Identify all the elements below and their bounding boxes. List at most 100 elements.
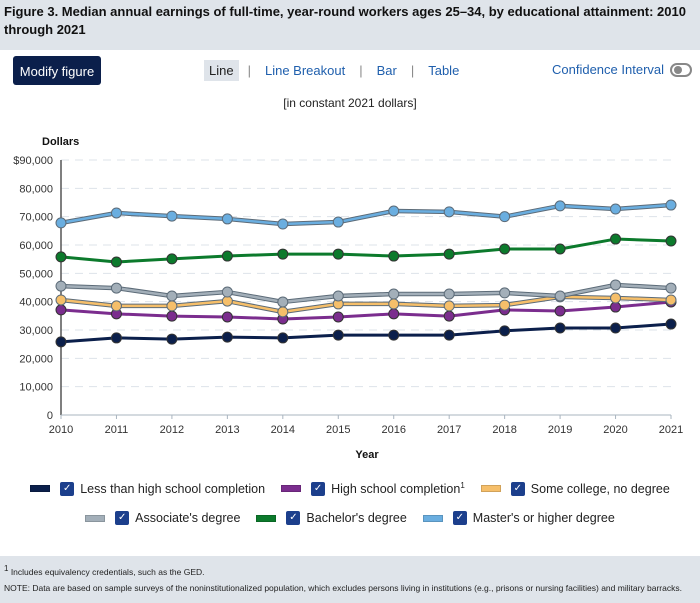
data-point-associate-s-degree <box>277 296 289 308</box>
legend-checkbox[interactable]: ✓ <box>510 481 525 496</box>
y-tick-label: 70,000 <box>19 212 53 224</box>
tab-line-breakout[interactable]: Line Breakout <box>264 62 346 78</box>
x-tick-label: 2013 <box>215 424 239 436</box>
legend-checkbox[interactable]: ✓ <box>311 481 326 496</box>
data-point-master-s-or-higher-degree <box>221 213 233 225</box>
data-point-less-than-high-school-completion <box>55 336 67 348</box>
data-point-associate-s-degree <box>221 286 233 298</box>
data-point-master-s-or-higher-degree <box>110 207 122 219</box>
x-tick-label: 2015 <box>326 424 350 436</box>
data-point-some-college-no-degree <box>277 306 289 318</box>
data-point-master-s-or-higher-degree <box>665 199 677 211</box>
data-point-high-school-completion <box>55 304 67 316</box>
legend-row-2: ✓ Associate's degree ✓ Bachelor's degree ✓ Ma… <box>0 511 700 525</box>
legend-checkbox[interactable]: ✓ <box>115 511 130 525</box>
data-point-bachelor-s-degree <box>443 248 455 260</box>
y-tick-label: 40,000 <box>19 297 53 309</box>
data-point-less-than-high-school-completion <box>388 329 400 341</box>
series-line-associate-s-degree <box>60 283 672 304</box>
legend-checkbox[interactable]: ✓ <box>452 511 467 525</box>
x-tick-label: 2020 <box>603 424 627 436</box>
tab-line[interactable]: Line <box>204 59 239 81</box>
data-point-associate-s-degree <box>554 290 566 302</box>
data-point-bachelor-s-degree <box>166 253 178 265</box>
data-point-bachelor-s-degree <box>221 250 233 262</box>
chart-subtitle: [in constant 2021 dollars] <box>283 96 417 110</box>
legend-item-master-s-or-higher-degree: ✓ Master's or higher degree <box>422 511 615 525</box>
data-point-associate-s-degree <box>665 282 677 294</box>
footnote-text: Includes equivalency credentials, such a… <box>8 566 205 577</box>
legend-label: Less than high school completion <box>80 481 266 496</box>
legend-swatch <box>480 485 501 493</box>
confidence-interval-toggle[interactable] <box>670 62 693 77</box>
data-point-master-s-or-higher-degree <box>332 216 344 228</box>
tab-separator: | <box>410 62 415 78</box>
data-point-bachelor-s-degree <box>332 248 344 260</box>
x-tick-label: 2014 <box>271 424 295 436</box>
data-point-associate-s-degree <box>166 290 178 302</box>
data-point-some-college-no-degree <box>166 300 178 312</box>
data-point-some-college-no-degree <box>388 298 400 310</box>
y-tick-label: 0 <box>47 410 53 422</box>
data-point-less-than-high-school-completion <box>277 332 289 344</box>
tab-table[interactable]: Table <box>428 62 460 78</box>
y-tick-label: 60,000 <box>19 240 53 252</box>
data-point-bachelor-s-degree <box>665 235 677 247</box>
data-point-less-than-high-school-completion <box>610 322 622 334</box>
x-tick-label: 2016 <box>381 424 405 436</box>
legend-label: Some college, no degree <box>530 481 670 496</box>
x-axis-title: Year <box>355 449 379 461</box>
series-line-bachelor-s-degree <box>60 237 672 264</box>
data-point-less-than-high-school-completion <box>166 333 178 345</box>
x-tick-label: 2017 <box>437 424 461 436</box>
data-point-associate-s-degree <box>610 279 622 291</box>
figure-footer: 1 Includes equivalency credentials, such… <box>0 556 700 603</box>
x-tick-label: 2012 <box>160 424 184 436</box>
legend-item-high-school-completion: ✓ High school completion1 <box>281 481 465 496</box>
data-point-bachelor-s-degree <box>388 250 400 262</box>
legend-swatch <box>281 485 302 493</box>
data-point-high-school-completion <box>166 310 178 322</box>
tab-bar[interactable]: Bar <box>376 62 397 78</box>
series-line-less-than-high-school-completion <box>60 322 672 344</box>
data-point-associate-s-degree <box>332 290 344 302</box>
data-point-bachelor-s-degree <box>110 256 122 268</box>
tab-separator: | <box>359 62 363 78</box>
y-tick-label: 20,000 <box>19 353 53 365</box>
legend-swatch <box>85 514 106 522</box>
data-point-some-college-no-degree <box>110 300 122 312</box>
x-tick-label: 2019 <box>548 424 572 436</box>
x-tick-label: 2011 <box>105 424 129 436</box>
y-tick-label: 50,000 <box>19 268 53 280</box>
legend-label: Master's or higher degree <box>472 511 615 525</box>
legend-item-less-than-high-school-completion: ✓ Less than high school completion <box>30 481 266 496</box>
legend-checkbox[interactable]: ✓ <box>60 481 75 496</box>
footnote-mark: 1 <box>4 564 9 573</box>
data-point-master-s-or-higher-degree <box>166 210 178 222</box>
data-point-master-s-or-higher-degree <box>55 217 67 229</box>
data-point-associate-s-degree <box>388 288 400 300</box>
data-point-bachelor-s-degree <box>610 233 622 245</box>
series-line-some-college-no-degree <box>60 295 672 314</box>
data-point-high-school-completion <box>554 305 566 317</box>
legend-swatch <box>256 514 277 522</box>
x-tick-label: 2018 <box>492 424 516 436</box>
legend-checkbox[interactable]: ✓ <box>286 511 301 525</box>
data-point-master-s-or-higher-degree <box>554 200 566 212</box>
x-tick-label: 2021 <box>659 424 683 436</box>
modify-figure-button[interactable]: Modify figure <box>13 56 101 85</box>
figure-title: Figure 3. Median annual earnings of full… <box>4 4 686 37</box>
data-point-some-college-no-degree <box>55 294 67 306</box>
y-tick-label: 80,000 <box>19 183 53 195</box>
footnote: 1 Includes equivalency credentials, such… <box>4 564 696 577</box>
y-axis-title: Dollars <box>42 136 79 148</box>
data-point-master-s-or-higher-degree <box>388 205 400 217</box>
legend-swatch <box>422 514 443 522</box>
legend-label: High school completion1 <box>331 481 465 497</box>
note: NOTE: Data are based on sample surveys o… <box>4 582 682 593</box>
y-tick-label: $90,000 <box>13 155 53 167</box>
data-point-master-s-or-higher-degree <box>610 203 622 215</box>
data-point-associate-s-degree <box>110 282 122 294</box>
footnote-mark: 1 <box>460 481 465 490</box>
view-tabs: Line | Line Breakout | Bar | Table <box>204 59 464 81</box>
